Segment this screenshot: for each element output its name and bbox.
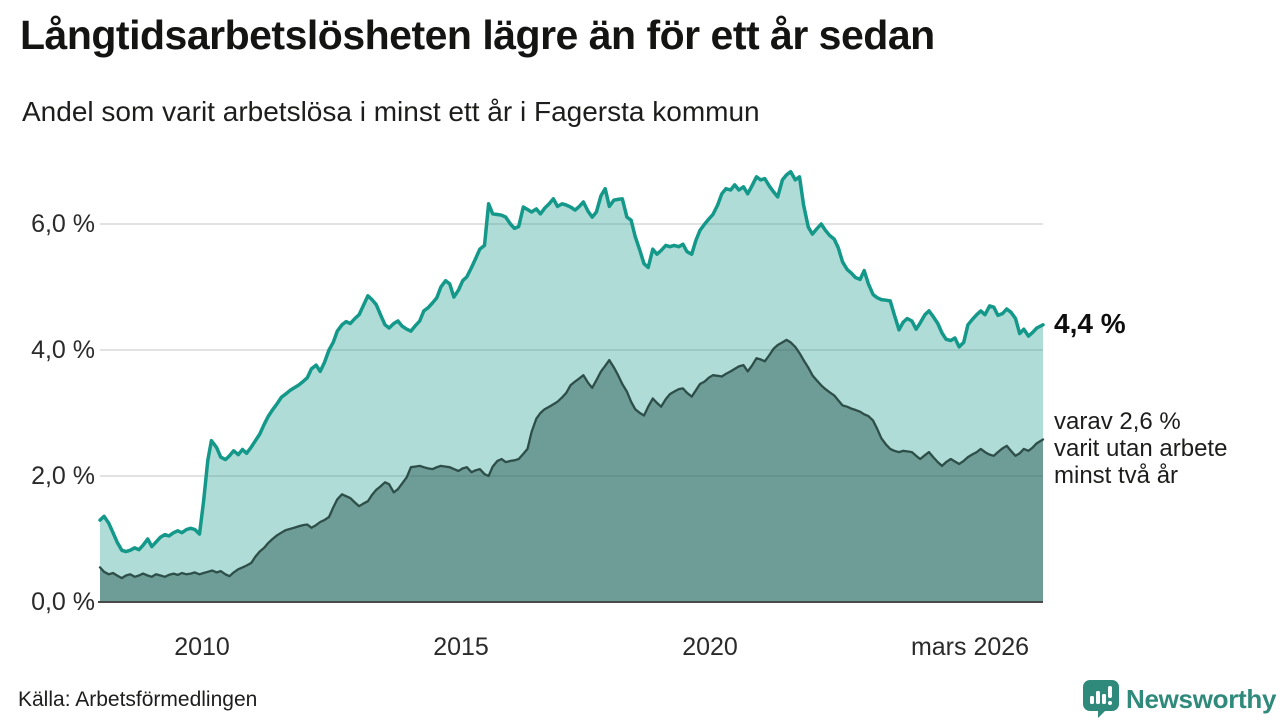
newsworthy-icon	[1083, 680, 1119, 718]
series-end-value-label: 4,4 %	[1054, 308, 1126, 339]
x-axis-label: 2015	[433, 633, 489, 661]
y-axis-label: 6,0 %	[31, 210, 95, 238]
brand-logo: Newsworthy	[1083, 680, 1276, 718]
source-note: Källa: Arbetsförmedlingen	[18, 688, 258, 711]
annotation-line: minst två år	[1054, 462, 1179, 489]
x-axis-label: 2010	[174, 633, 230, 661]
page-subtitle: Andel som varit arbetslösa i minst ett å…	[22, 96, 760, 127]
y-axis-label: 0,0 %	[31, 588, 95, 616]
annotation-line: varit utan arbete	[1054, 435, 1228, 462]
brand-wordmark: Newsworthy	[1126, 683, 1277, 714]
y-axis-label: 2,0 %	[31, 462, 95, 490]
annotation-line: varav 2,6 %	[1054, 408, 1181, 435]
x-axis-label: 2020	[682, 633, 738, 661]
y-axis-label: 4,0 %	[31, 336, 95, 364]
page-title: Långtidsarbetslösheten lägre än för ett …	[20, 12, 935, 58]
x-axis-label: mars 2026	[910, 633, 1030, 661]
series-annotation: varav 2,6 % varit utan arbete minst två …	[1054, 408, 1227, 489]
